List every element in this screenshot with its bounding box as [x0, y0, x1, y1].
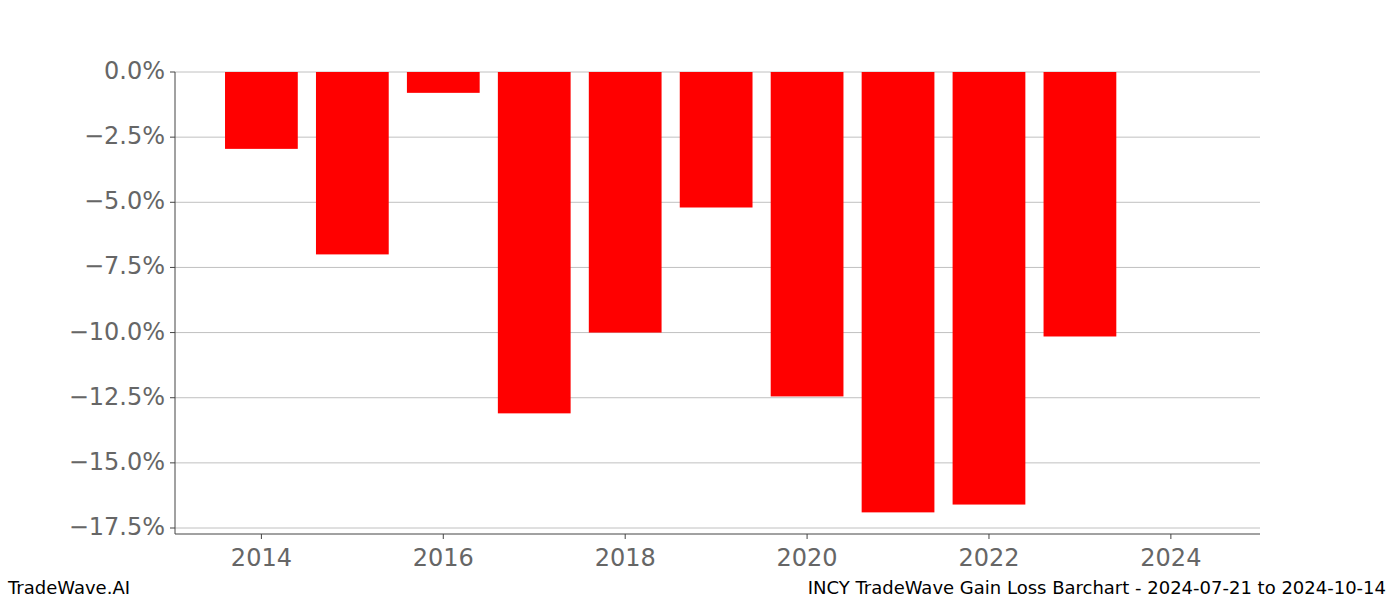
y-tick	[170, 528, 175, 529]
chart: 0.0% −2.5% −5.0% −7.5% −10.0% −12.5% −15.0% −17…	[0, 0, 1400, 600]
y-tick	[170, 462, 175, 463]
y-tick-label: −2.5%	[84, 122, 165, 150]
bar	[498, 72, 571, 413]
bar	[680, 72, 753, 207]
y-tick-label: −10.0%	[69, 318, 165, 346]
y-tick	[170, 137, 175, 138]
bar	[225, 72, 298, 149]
y-tick	[170, 202, 175, 203]
x-tick	[625, 534, 626, 539]
x-tick-label: 2016	[413, 544, 474, 572]
grid-line	[175, 462, 1260, 463]
grid-line	[175, 528, 1260, 529]
axes: 0.0% −2.5% −5.0% −7.5% −10.0% −12.5% −15.0% −17…	[69, 57, 1260, 572]
x-tick	[261, 534, 262, 539]
y-tick-label: −12.5%	[69, 383, 165, 411]
x-tick	[988, 534, 989, 539]
bar	[1044, 72, 1117, 336]
y-tick-label: −5.0%	[84, 187, 165, 215]
y-tick-label: −15.0%	[69, 448, 165, 476]
y-tick-label: −7.5%	[84, 252, 165, 280]
x-tick-label: 2024	[1140, 544, 1201, 572]
bar	[771, 72, 844, 396]
x-tick	[807, 534, 808, 539]
bar	[953, 72, 1026, 505]
y-tick	[170, 397, 175, 398]
grid	[175, 72, 1260, 528]
y-tick	[170, 332, 175, 333]
bar	[407, 72, 480, 93]
bar	[589, 72, 662, 333]
x-tick	[443, 534, 444, 539]
x-axis-line	[175, 534, 1260, 535]
y-tick	[170, 72, 175, 73]
y-tick-label: −17.5%	[69, 513, 165, 541]
source: TradeWave.AI	[7, 577, 130, 598]
y-axis-line	[175, 72, 176, 534]
title: INCY TradeWave Gain Loss Barchart - 2024…	[808, 577, 1386, 598]
x-tick-label: 2022	[958, 544, 1019, 572]
grid-line	[175, 397, 1260, 398]
x-tick	[1170, 534, 1171, 539]
bar	[316, 72, 389, 254]
y-tick-label: 0.0%	[104, 57, 165, 85]
y-tick	[170, 267, 175, 268]
x-tick-label: 2020	[777, 544, 838, 572]
x-tick-label: 2014	[231, 544, 292, 572]
bar	[862, 72, 935, 512]
bars	[225, 72, 1116, 512]
x-tick-label: 2018	[595, 544, 656, 572]
